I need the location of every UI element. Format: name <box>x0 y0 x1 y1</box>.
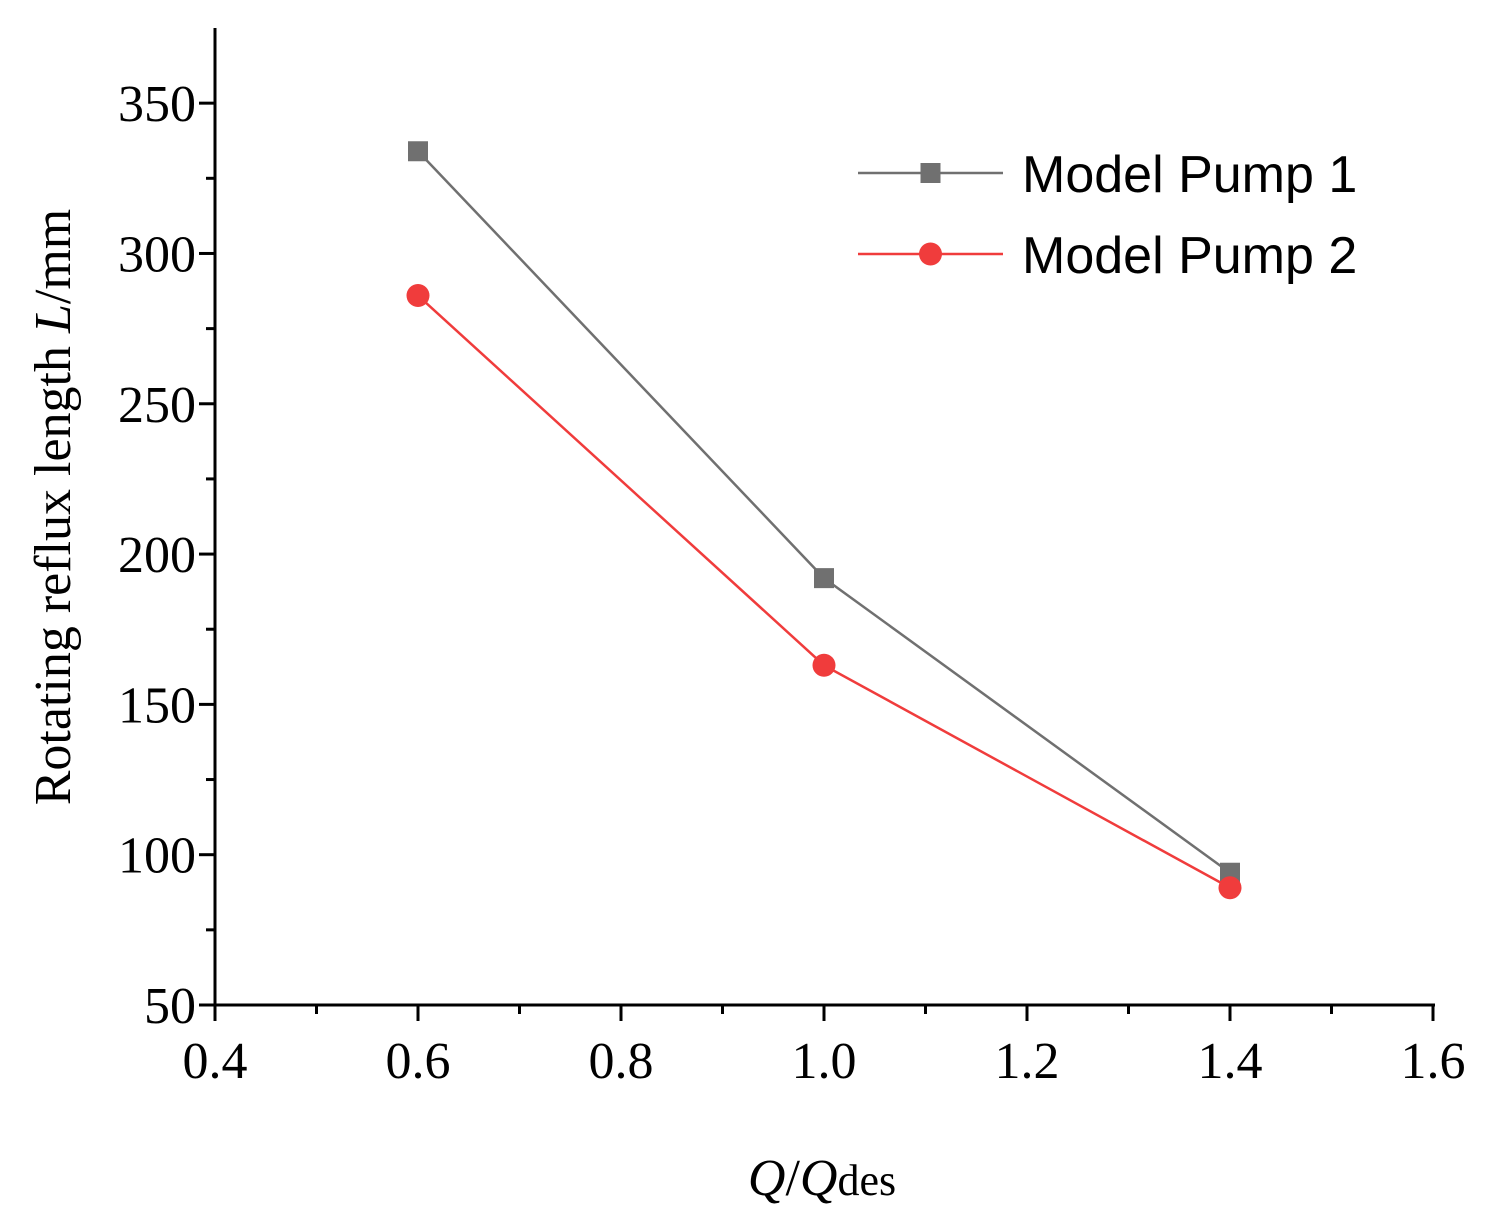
x-title-subscript: des <box>837 1156 896 1205</box>
x-tick-label: 0.6 <box>386 1033 451 1090</box>
y-tick-label: 50 <box>144 978 196 1035</box>
svg-text:Q/Qdes: Q/Qdes <box>748 1150 896 1207</box>
y-tick-label: 200 <box>118 527 196 584</box>
y-tick-label: 300 <box>118 226 196 283</box>
x-tick-label: 1.0 <box>792 1033 857 1090</box>
axes-layer <box>213 28 1435 1007</box>
legend-label-2: Model Pump 2 <box>1022 227 1357 285</box>
x-title-q1: Q <box>748 1150 786 1207</box>
legend-square-marker <box>920 163 941 183</box>
y-title-text: Rotating reflux length <box>25 333 82 805</box>
series-line-2 <box>417 294 1231 889</box>
x-tick-label: 1.6 <box>1401 1033 1466 1090</box>
series-2-circle-marker <box>1218 876 1242 900</box>
x-axis-title: Q/Qdes <box>748 1150 896 1207</box>
legend-label-1: Model Pump 1 <box>1022 146 1357 204</box>
series-1-square-marker <box>408 141 428 162</box>
y-title-italic: L <box>25 304 82 334</box>
svg-text:Rotating reflux length L/mm: Rotating reflux length L/mm <box>25 144 82 897</box>
y-title-unit: /mm <box>25 209 82 304</box>
tick-labels-layer: 0.4 0.6 0.8 1.0 1.2 1.4 1.6 50 100 150 200 250 300 35… <box>118 76 1466 1090</box>
series-1-square-marker <box>814 568 834 589</box>
x-tick-label: 1.2 <box>995 1033 1060 1090</box>
series-2-circle-marker <box>406 284 430 308</box>
x-tick-label: 1.4 <box>1198 1033 1263 1090</box>
y-tick-label: 250 <box>118 377 196 434</box>
y-tick-label: 100 <box>118 828 196 885</box>
y-tick-label: 150 <box>118 677 196 734</box>
legend: Model Pump 1 Model Pump 2 <box>858 146 1357 285</box>
x-tick-label: 0.4 <box>183 1033 248 1090</box>
y-axis-title: Rotating reflux length L/mm <box>25 144 82 897</box>
x-tick-label: 0.8 <box>589 1033 654 1090</box>
legend-circle-marker <box>919 242 942 266</box>
y-tick-label: 350 <box>118 76 196 133</box>
x-title-slash: / <box>785 1150 800 1207</box>
series-2-circle-marker <box>812 653 836 677</box>
series-layer <box>406 141 1242 900</box>
x-title-q2: Q <box>800 1150 838 1207</box>
